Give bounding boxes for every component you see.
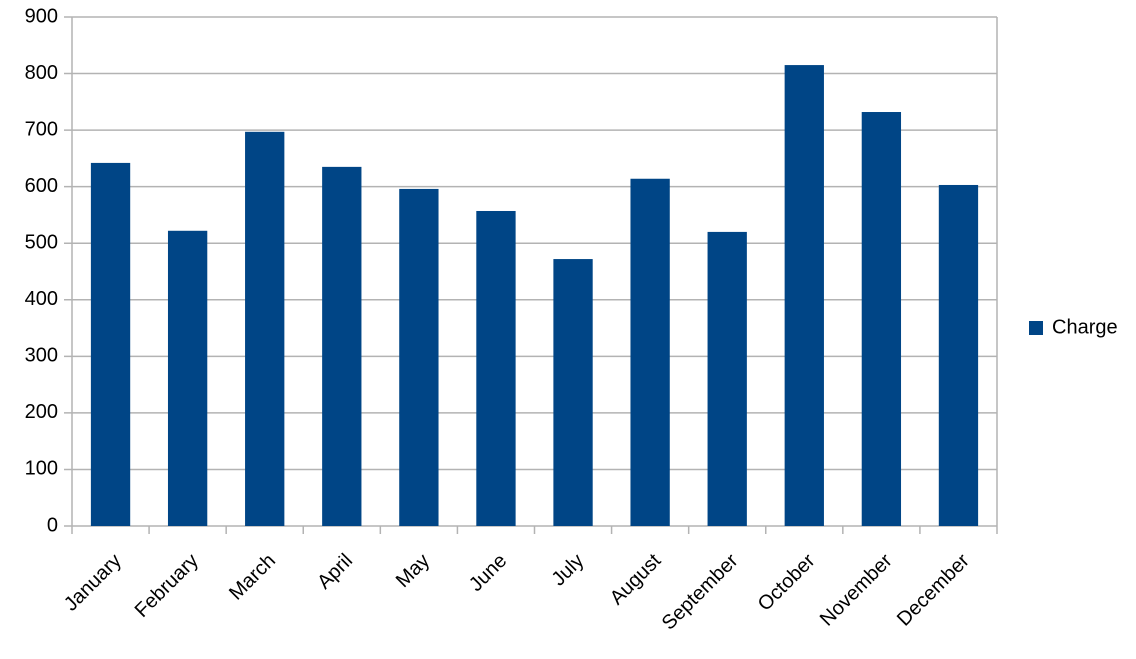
y-tick-label: 400	[25, 288, 58, 310]
bar	[784, 65, 824, 527]
bar	[707, 231, 747, 526]
x-tick-label: August	[606, 549, 666, 609]
x-tick-label: December	[893, 549, 974, 630]
legend-label: Charge	[1052, 316, 1118, 338]
y-tick-label: 900	[25, 5, 58, 27]
x-tick-label: June	[465, 550, 511, 596]
bar	[476, 210, 516, 527]
y-tick-label: 500	[25, 232, 58, 254]
x-tick-label: January	[60, 550, 126, 616]
y-tick-label: 600	[25, 175, 58, 197]
x-tick-label: September	[658, 549, 743, 634]
bar	[90, 162, 131, 526]
legend-swatch	[1029, 321, 1043, 335]
x-tick-label: March	[225, 550, 280, 605]
bar	[861, 112, 902, 526]
bar	[938, 184, 979, 526]
y-tick-label: 200	[25, 401, 58, 423]
x-tick-label: April	[313, 550, 357, 594]
bar	[322, 166, 362, 526]
bar	[553, 259, 593, 526]
bar	[245, 131, 285, 526]
y-tick-label: 300	[25, 345, 58, 367]
x-tick-label: May	[392, 550, 434, 592]
x-tick-label: October	[754, 549, 820, 615]
x-tick-label: February	[131, 550, 203, 622]
bar	[399, 188, 439, 526]
bar	[167, 230, 208, 526]
y-tick-label: 800	[25, 62, 58, 84]
x-tick-label: July	[548, 550, 589, 591]
x-tick-label: November	[816, 549, 897, 630]
y-tick-label: 0	[47, 514, 58, 536]
bar	[630, 178, 670, 526]
y-tick-label: 700	[25, 118, 58, 140]
y-tick-label: 100	[25, 458, 58, 480]
